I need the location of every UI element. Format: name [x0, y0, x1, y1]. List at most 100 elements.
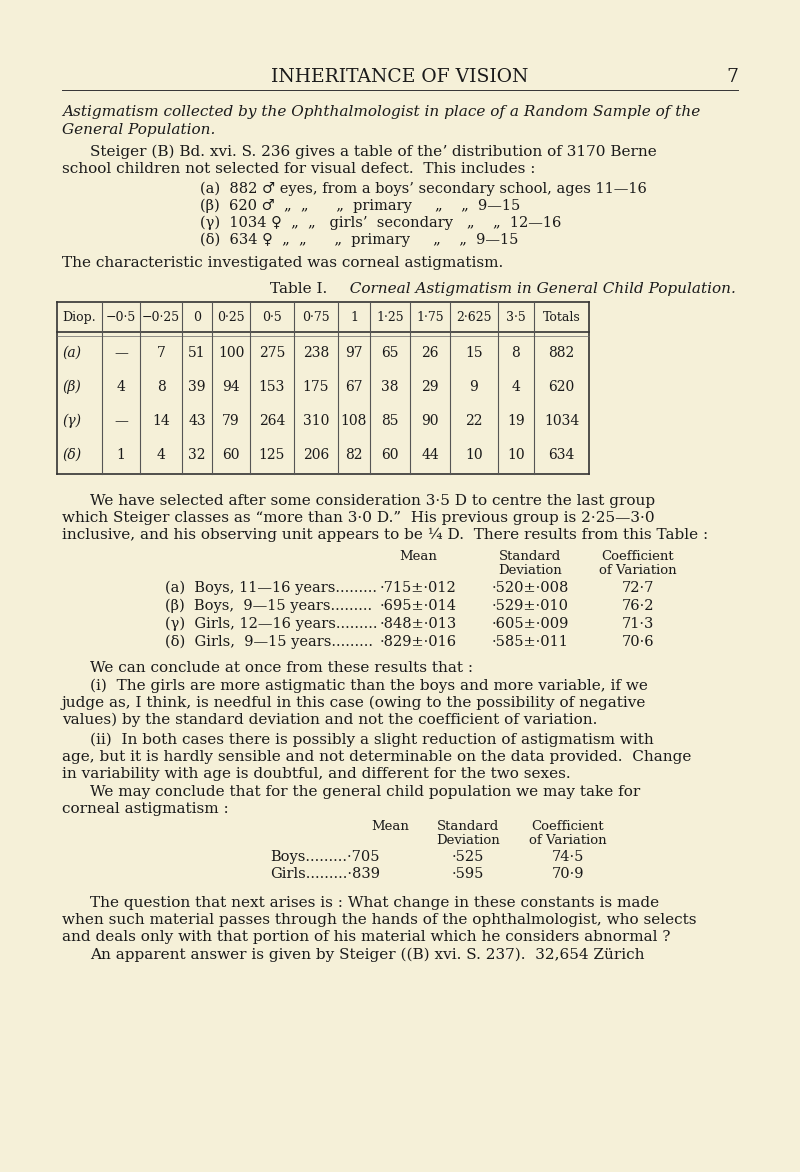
Text: INHERITANCE OF VISION: INHERITANCE OF VISION	[271, 68, 529, 86]
Text: The question that next arises is : What change in these constants is made: The question that next arises is : What …	[90, 897, 659, 909]
Text: 0·75: 0·75	[302, 311, 330, 323]
Text: Mean: Mean	[399, 550, 437, 563]
Text: when such material passes through the hands of the ophthalmologist, who selects: when such material passes through the ha…	[62, 913, 697, 927]
Text: in variability with age is doubtful, and different for the two sexes.: in variability with age is doubtful, and…	[62, 766, 570, 781]
Text: 72·7: 72·7	[622, 581, 654, 595]
Text: Totals: Totals	[542, 311, 580, 323]
Text: 0·5: 0·5	[262, 311, 282, 323]
Text: Steiger (B) Bd. xvi. S. 236 gives a table of theʼ distribution of 3170 Berne: Steiger (B) Bd. xvi. S. 236 gives a tabl…	[90, 145, 657, 159]
Text: We can conclude at once from these results that :: We can conclude at once from these resul…	[90, 661, 473, 675]
Text: ·595: ·595	[452, 867, 484, 881]
Text: We may conclude that for the general child population we may take for: We may conclude that for the general chi…	[90, 785, 640, 799]
Text: ·520±·008: ·520±·008	[491, 581, 569, 595]
Text: 108: 108	[341, 414, 367, 428]
Text: 2·625: 2·625	[456, 311, 492, 323]
Text: 1: 1	[117, 448, 126, 462]
Text: (δ)  Girls,  9—15 years.........: (δ) Girls, 9—15 years.........	[165, 635, 373, 649]
Text: which Steiger classes as “more than 3·0 D.”  His previous group is 2·25—3·0: which Steiger classes as “more than 3·0 …	[62, 511, 654, 525]
Text: (a)  Boys, 11—16 years.........: (a) Boys, 11—16 years.........	[165, 581, 377, 595]
Text: ·695±·014: ·695±·014	[379, 599, 457, 613]
Text: 1: 1	[350, 311, 358, 323]
Text: Standard: Standard	[499, 550, 561, 563]
Text: Deviation: Deviation	[498, 564, 562, 577]
Text: We have selected after some consideration 3·5 D to centre the last group: We have selected after some consideratio…	[90, 495, 655, 507]
Text: 4: 4	[117, 380, 126, 394]
Text: 238: 238	[303, 346, 329, 360]
Text: judge as, I think, is needful in this case (owing to the possibility of negative: judge as, I think, is needful in this ca…	[62, 696, 646, 710]
Text: (γ)  Girls, 12—16 years.........: (γ) Girls, 12—16 years.........	[165, 616, 378, 632]
Text: General Population.: General Population.	[62, 123, 215, 137]
Text: 7: 7	[726, 68, 738, 86]
Text: (a)  882 ♂ eyes, from a boys’ secondary school, ages 11—16: (a) 882 ♂ eyes, from a boys’ secondary s…	[200, 182, 647, 197]
Text: 38: 38	[382, 380, 398, 394]
Text: Diop.: Diop.	[62, 311, 96, 323]
Text: Girls.........·839: Girls.........·839	[270, 867, 380, 881]
Text: 76·2: 76·2	[622, 599, 654, 613]
Text: (β)  Boys,  9—15 years.........: (β) Boys, 9—15 years.........	[165, 599, 372, 613]
Text: ·829±·016: ·829±·016	[379, 635, 457, 649]
Text: ·605±·009: ·605±·009	[491, 616, 569, 631]
Text: 125: 125	[259, 448, 285, 462]
Text: 51: 51	[188, 346, 206, 360]
Text: ·715±·012: ·715±·012	[380, 581, 456, 595]
Text: 3·5: 3·5	[506, 311, 526, 323]
Text: 60: 60	[222, 448, 240, 462]
Text: 15: 15	[465, 346, 483, 360]
Text: Mean: Mean	[371, 820, 409, 833]
Text: 1·25: 1·25	[376, 311, 404, 323]
Text: values) by the standard deviation and not the coefficient of variation.: values) by the standard deviation and no…	[62, 713, 598, 728]
Text: ·525: ·525	[452, 850, 484, 864]
Text: 100: 100	[218, 346, 244, 360]
Text: 29: 29	[422, 380, 438, 394]
Text: (i)  The girls are more astigmatic than the boys and more variable, if we: (i) The girls are more astigmatic than t…	[90, 679, 648, 694]
Text: 10: 10	[465, 448, 483, 462]
Text: 14: 14	[152, 414, 170, 428]
Text: age, but it is hardly sensible and not determinable on the data provided.  Chang: age, but it is hardly sensible and not d…	[62, 750, 691, 764]
Text: 22: 22	[466, 414, 482, 428]
Text: The characteristic investigated was corneal astigmatism.: The characteristic investigated was corn…	[62, 255, 503, 270]
Text: 71·3: 71·3	[622, 616, 654, 631]
Text: 65: 65	[382, 346, 398, 360]
Text: 97: 97	[345, 346, 363, 360]
Text: (ii)  In both cases there is possibly a slight reduction of astigmatism with: (ii) In both cases there is possibly a s…	[90, 732, 654, 748]
Text: 90: 90	[422, 414, 438, 428]
Text: 882: 882	[548, 346, 574, 360]
Text: inclusive, and his observing unit appears to be ¼ D.  There results from this Ta: inclusive, and his observing unit appear…	[62, 529, 708, 543]
Text: 32: 32	[188, 448, 206, 462]
Text: (a): (a)	[62, 346, 81, 360]
Text: 94: 94	[222, 380, 240, 394]
Text: Coefficient: Coefficient	[602, 550, 674, 563]
Text: of Variation: of Variation	[599, 564, 677, 577]
Text: 175: 175	[302, 380, 330, 394]
Text: −0·25: −0·25	[142, 311, 180, 323]
Text: ·529±·010: ·529±·010	[491, 599, 569, 613]
Text: school children not selected for visual defect.  This includes :: school children not selected for visual …	[62, 162, 535, 176]
Text: 0·25: 0·25	[217, 311, 245, 323]
Text: ·848±·013: ·848±·013	[379, 616, 457, 631]
Text: 8: 8	[157, 380, 166, 394]
Text: Standard: Standard	[437, 820, 499, 833]
Text: 26: 26	[422, 346, 438, 360]
Text: An apparent answer is given by Steiger ((B) xvi. S. 237).  32,654 Zürich: An apparent answer is given by Steiger (…	[90, 948, 645, 962]
Text: —: —	[114, 414, 128, 428]
Text: 60: 60	[382, 448, 398, 462]
Text: corneal astigmatism :: corneal astigmatism :	[62, 802, 229, 816]
Text: 206: 206	[303, 448, 329, 462]
Text: of Variation: of Variation	[529, 834, 607, 847]
Text: ·585±·011: ·585±·011	[491, 635, 569, 649]
Text: 264: 264	[259, 414, 285, 428]
Text: 153: 153	[259, 380, 285, 394]
Text: 74·5: 74·5	[552, 850, 584, 864]
Text: (γ)  1034 ♀  „  „   girls’  secondary   „    „  12—16: (γ) 1034 ♀ „ „ girls’ secondary „ „ 12—1…	[200, 216, 562, 231]
Text: and deals only with that portion of his material which he considers abnormal ?: and deals only with that portion of his …	[62, 931, 670, 943]
Text: 85: 85	[382, 414, 398, 428]
Text: 0: 0	[193, 311, 201, 323]
Text: 44: 44	[421, 448, 439, 462]
Text: 67: 67	[345, 380, 363, 394]
Text: 39: 39	[188, 380, 206, 394]
Text: Boys.........·705: Boys.........·705	[270, 850, 379, 864]
Text: (δ)  634 ♀  „  „      „  primary     „    „  9—15: (δ) 634 ♀ „ „ „ primary „ „ 9—15	[200, 233, 518, 247]
Text: (δ): (δ)	[62, 448, 81, 462]
Text: 70·6: 70·6	[622, 635, 654, 649]
Text: 4: 4	[511, 380, 521, 394]
